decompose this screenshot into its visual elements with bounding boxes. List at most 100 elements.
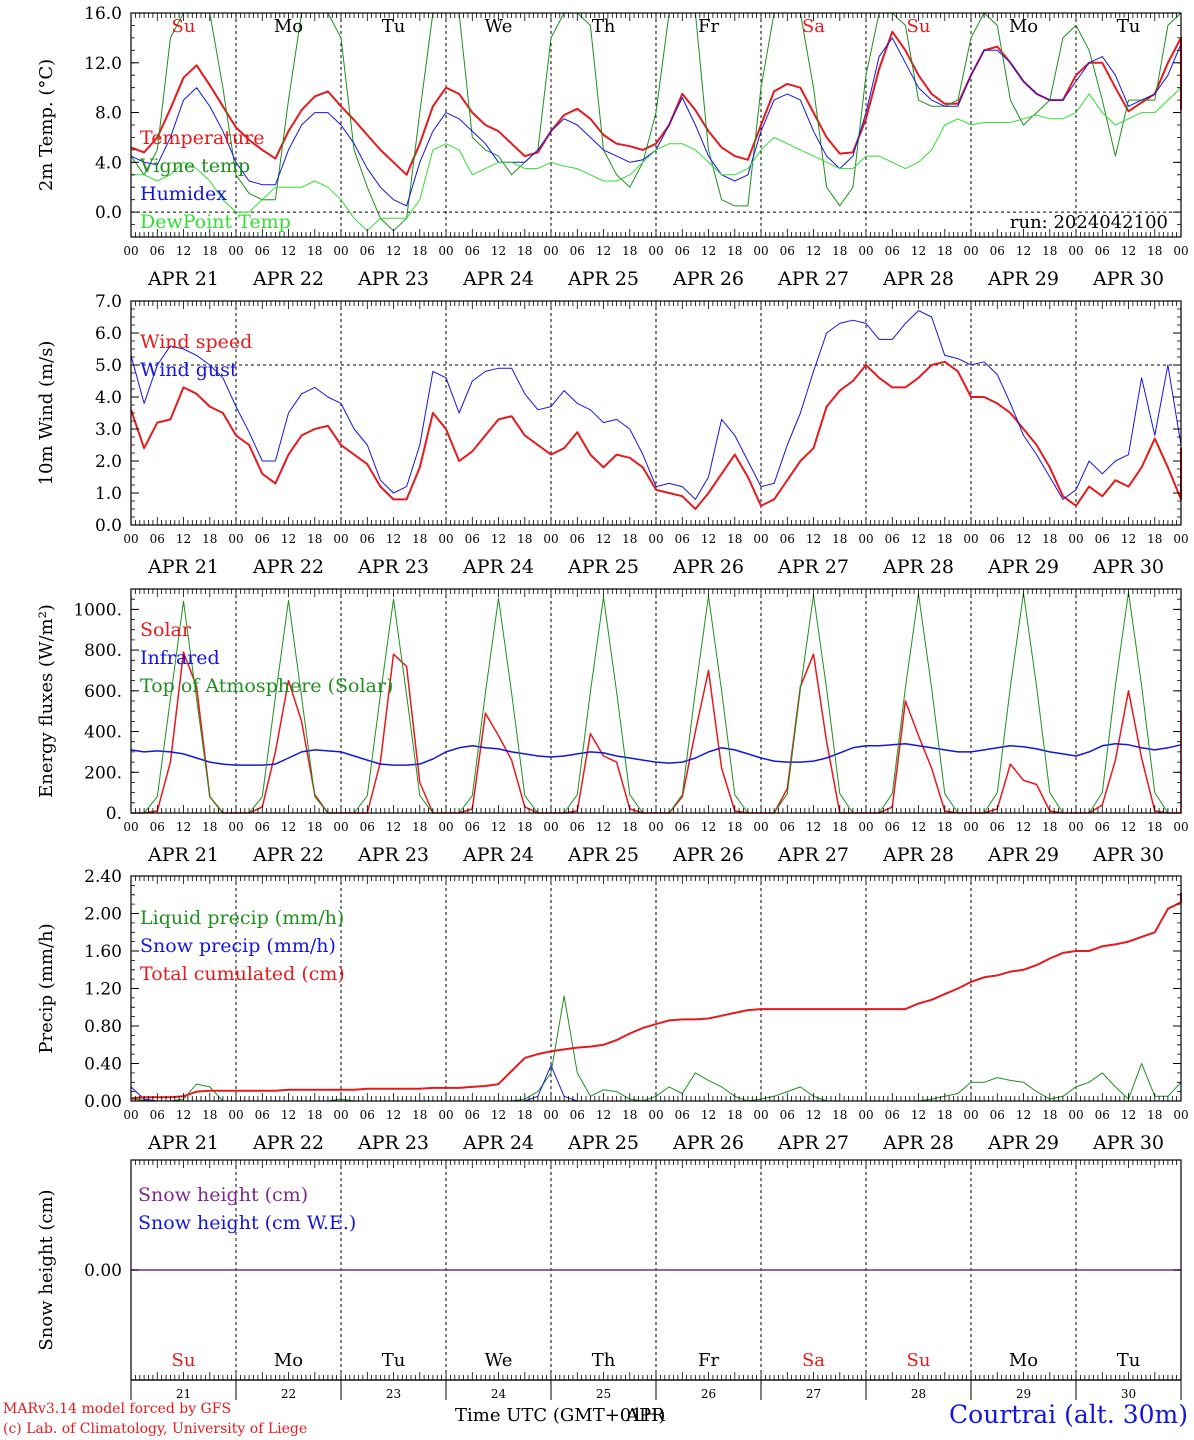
- hour-tick-label: 06: [360, 1108, 375, 1122]
- date-label: APR 27: [777, 844, 849, 866]
- date-label: APR 23: [357, 268, 429, 290]
- y-tick-label: 8.0: [95, 104, 122, 124]
- weekday-label: Tu: [1117, 1350, 1141, 1371]
- y-tick-label: 2.0: [95, 452, 122, 472]
- hour-tick-label: 06: [780, 1108, 795, 1122]
- legend-entry: Liquid precip (mm/h): [140, 907, 344, 929]
- hour-tick-label: 06: [255, 820, 270, 834]
- hour-tick-label: 06: [675, 532, 690, 546]
- hour-tick-label: 06: [360, 820, 375, 834]
- hour-tick-label: 06: [675, 244, 690, 258]
- hour-tick-label: 00: [1173, 820, 1188, 834]
- hour-tick-label: 12: [596, 532, 611, 546]
- y-axis-title: Snow height (cm): [36, 1189, 57, 1350]
- hour-tick-label: 00: [1068, 532, 1083, 546]
- x-minor-ticks: [130, 876, 1182, 1101]
- hour-tick-label: 12: [176, 820, 191, 834]
- hour-tick-label: 18: [1042, 1108, 1057, 1122]
- y-tick-label: 1000.: [73, 600, 122, 620]
- hour-tick-label: 18: [622, 1108, 637, 1122]
- weekday-label: Tu: [1117, 16, 1141, 37]
- y-tick-label: 0.0: [95, 203, 122, 223]
- hour-tick-label: 00: [753, 244, 768, 258]
- hour-tick-label: 12: [596, 244, 611, 258]
- hour-tick-label: 12: [281, 244, 296, 258]
- hour-tick-label: 00: [438, 1108, 453, 1122]
- y-tick-label: 7.0: [95, 292, 122, 312]
- hour-tick-label: 00: [648, 1108, 663, 1122]
- y-tick-label: 0.00: [84, 1092, 122, 1112]
- day-number-label: 26: [701, 1387, 716, 1401]
- y-tick-label: 800.: [84, 641, 122, 661]
- hour-tick-label: 06: [570, 1108, 585, 1122]
- bottom-axis: [130, 1379, 1182, 1400]
- hour-tick-label: 18: [412, 532, 427, 546]
- hour-tick-label: 12: [281, 1108, 296, 1122]
- day-number-label: 24: [491, 1387, 507, 1401]
- y-tick-label: 1.0: [95, 484, 122, 504]
- hour-tick-label: 12: [911, 1108, 926, 1122]
- date-label: APR 25: [567, 268, 639, 290]
- hour-tick-label: 06: [255, 532, 270, 546]
- hour-tick-label: 18: [202, 1108, 217, 1122]
- hour-tick-label: 06: [1095, 1108, 1110, 1122]
- hour-tick-label: 18: [1042, 532, 1057, 546]
- legend-entry: Snow precip (mm/h): [140, 935, 336, 957]
- date-label: APR 23: [357, 1132, 429, 1154]
- hour-tick-label: 12: [596, 1108, 611, 1122]
- y-tick-label: 0.0: [95, 516, 122, 536]
- hour-tick-label: 00: [858, 532, 873, 546]
- hour-tick-label: 12: [806, 532, 821, 546]
- legend-entry: Snow height (cm W.E.): [138, 1212, 356, 1234]
- hour-tick-label: 06: [885, 1108, 900, 1122]
- hour-tick-label: 06: [780, 244, 795, 258]
- hour-tick-label: 12: [1016, 820, 1031, 834]
- hour-tick-label: 06: [1095, 532, 1110, 546]
- weekday-label: Su: [172, 1350, 196, 1371]
- hour-tick-label: 00: [123, 244, 138, 258]
- hour-tick-label: 00: [333, 532, 348, 546]
- hour-tick-label: 18: [1147, 1108, 1162, 1122]
- weekday-label: Tu: [382, 1350, 406, 1371]
- y-minor-ticks: [131, 588, 1181, 814]
- day-number-label: 29: [1016, 1387, 1031, 1401]
- hour-tick-label: 18: [517, 244, 532, 258]
- y-minor-ticks: [131, 875, 1181, 1102]
- date-label: APR 28: [882, 844, 954, 866]
- hour-tick-label: 06: [990, 532, 1005, 546]
- date-label: APR 23: [357, 556, 429, 578]
- legend-entry: Humidex: [140, 183, 227, 205]
- y-axis-title: Energy fluxes (W/m²): [36, 604, 57, 798]
- date-label: APR 25: [567, 1132, 639, 1154]
- hour-tick-label: 18: [202, 820, 217, 834]
- y-tick-label: 2.00: [84, 905, 122, 925]
- hour-tick-label: 00: [123, 1108, 138, 1122]
- weekday-label: Mo: [1009, 16, 1038, 37]
- hour-tick-label: 12: [386, 532, 401, 546]
- hour-tick-label: 00: [543, 244, 558, 258]
- hour-tick-label: 06: [360, 244, 375, 258]
- y-tick-label: 1.20: [84, 980, 122, 1000]
- hour-tick-label: 18: [412, 244, 427, 258]
- y-axis-title: 2m Temp. (°C): [36, 59, 57, 191]
- series-line: [130, 37, 1182, 207]
- hour-tick-label: 12: [596, 820, 611, 834]
- hour-tick-label: 18: [832, 820, 847, 834]
- hour-tick-label: 06: [570, 244, 585, 258]
- y-tick-label: 4.0: [95, 153, 122, 173]
- hour-tick-label: 12: [911, 532, 926, 546]
- hour-tick-label: 18: [1147, 244, 1162, 258]
- hour-tick-label: 00: [1173, 244, 1188, 258]
- hour-tick-label: 12: [176, 1108, 191, 1122]
- legend-entry: Top of Atmosphere (Solar): [140, 675, 393, 697]
- hour-tick-label: 12: [491, 244, 506, 258]
- hour-tick-label: 18: [937, 532, 952, 546]
- hour-tick-label: 12: [386, 244, 401, 258]
- hour-tick-label: 12: [806, 820, 821, 834]
- hour-tick-label: 18: [727, 244, 742, 258]
- date-label: APR 27: [777, 268, 849, 290]
- hour-tick-label: 18: [622, 820, 637, 834]
- legend-entry: DewPoint Temp: [140, 211, 291, 233]
- y-tick-label: 400.: [84, 723, 122, 743]
- y-axis-title: Precip (mm/h): [36, 923, 57, 1053]
